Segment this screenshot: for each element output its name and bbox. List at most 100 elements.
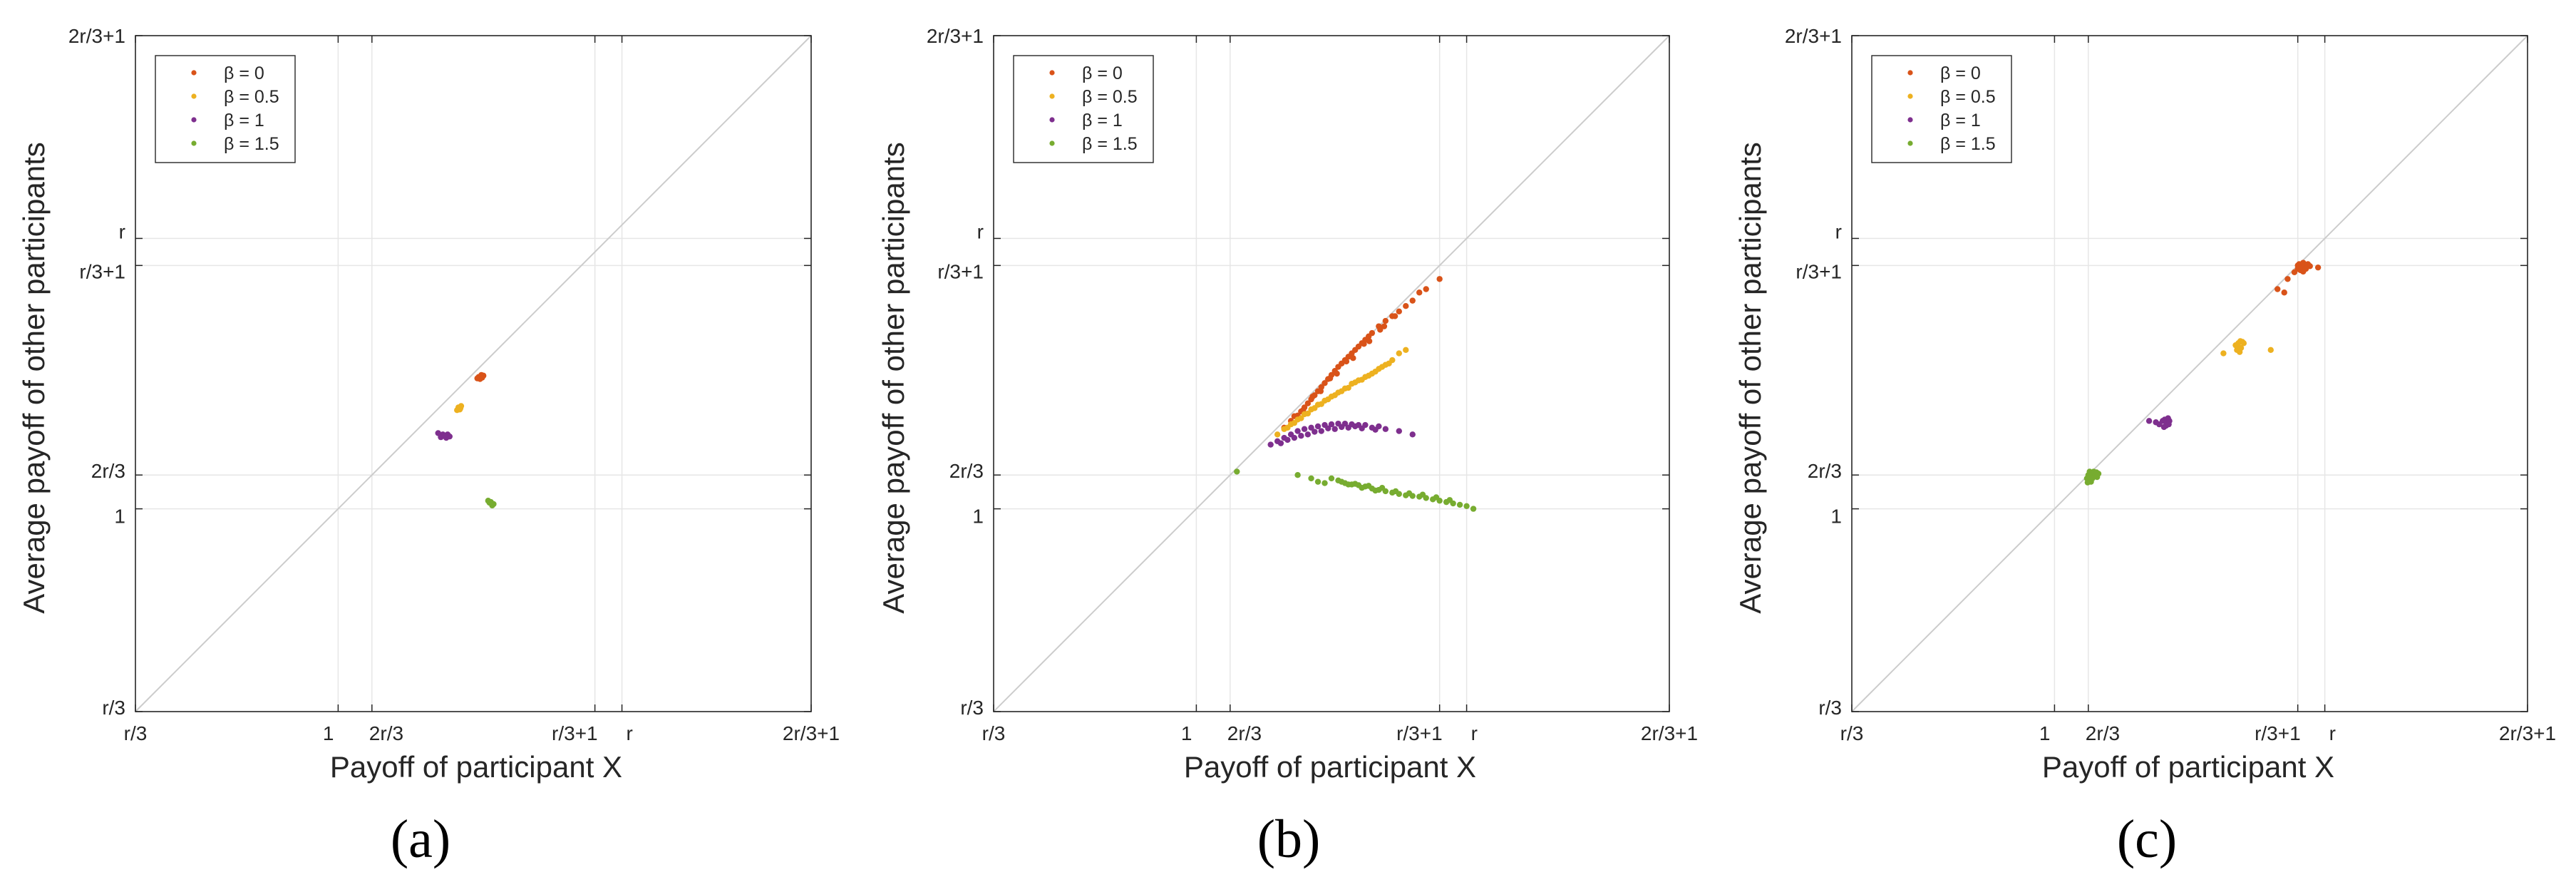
panel-b-xtick-label: 2r/3+1: [1641, 722, 1698, 744]
panel-a-label: (a): [391, 809, 450, 869]
panel-b-series-3-point: [1456, 501, 1463, 508]
panel-b-xtick-label: r: [1471, 722, 1478, 744]
panel-b-series-1-point: [1365, 372, 1372, 379]
panel-c-series-1-point: [2240, 340, 2247, 347]
panel-b-ytick-label: 1: [972, 506, 984, 528]
panel-c-series-1-point: [2232, 342, 2239, 349]
panel-c-series-0-point: [2274, 286, 2281, 292]
chart-panel-b: Average payoff of other participants Pay…: [877, 25, 1698, 869]
panel-c-diagonal-line: [1851, 35, 2528, 712]
panel-b-legend-marker: [1049, 93, 1055, 99]
panel-b-series-2-point: [1308, 424, 1314, 431]
panel-a-ytick-label: r: [119, 220, 125, 242]
panel-b-series-2-point: [1312, 429, 1318, 435]
panel-b-series-2-point: [1331, 426, 1338, 432]
panel-b-series-2-point: [1351, 423, 1359, 430]
panel-a-xtick-label: 1: [323, 722, 334, 744]
panel-b-series-2-point: [1277, 440, 1284, 446]
panel-c-axes-box: [1851, 35, 2528, 712]
panel-a-series-2-point: [446, 433, 453, 440]
panel-b-series-2-point: [1314, 423, 1322, 430]
panel-c-legend-marker: [1907, 93, 1913, 99]
panel-c-series-0-point: [2302, 265, 2309, 272]
panel-b-series-3-point: [1345, 481, 1351, 488]
panel-c-series-3-point: [2089, 475, 2096, 482]
panel-b-series-3-point: [1351, 481, 1359, 487]
panel-a-legend-entry: β = 0: [224, 63, 264, 83]
panel-c-series-0-point: [2314, 264, 2322, 271]
panel-a-series-0-point: [479, 374, 485, 381]
chart-panel-a: Average payoff of other participants Pay…: [17, 25, 840, 869]
panel-b-series-0-point: [1382, 317, 1389, 324]
panel-b-series-2-point: [1382, 426, 1389, 432]
panel-a-series-2-point: [441, 433, 448, 439]
panel-b-series-1-point: [1351, 379, 1359, 386]
panel-b-series-3-point: [1322, 480, 1328, 486]
panel-b-xtick-label: r/3: [982, 722, 1006, 744]
panel-a-xtick-label: 2r/3+1: [783, 722, 840, 744]
panel-b-legend-entry: β = 1.5: [1082, 134, 1138, 154]
panel-b-series-1-point: [1304, 410, 1312, 417]
panel-b-series-2-point: [1318, 428, 1324, 434]
panel-a-legend-entry: β = 1.5: [224, 134, 279, 154]
panel-b-series-2-point: [1291, 434, 1298, 441]
panel-b-series-0-point: [1369, 329, 1376, 337]
panel-b-series-0-point: [1391, 313, 1398, 319]
panel-b-series-0-point: [1381, 323, 1388, 329]
panel-b-series-3-point: [1234, 468, 1240, 475]
panel-b-series-0-point: [1361, 341, 1367, 347]
panel-b-series-3-point: [1328, 475, 1335, 482]
panel-b-series-2-point: [1409, 431, 1416, 438]
panel-b-xtick-label: 2r/3: [1227, 722, 1262, 744]
panel-b-series-3-point: [1463, 503, 1470, 510]
panel-b-series-0-point: [1343, 358, 1350, 365]
panel-a-ytick-label: 1: [114, 506, 125, 528]
panel-c-series-2-point: [2165, 421, 2172, 428]
panel-b-ylabel: Average payoff of other participants: [877, 142, 910, 614]
panel-a-legend-entry: β = 0.5: [224, 87, 279, 107]
panel-b-series-3-point: [1294, 472, 1301, 478]
panel-b-axes-box: [993, 35, 1670, 712]
panel-b-series-0-point: [1396, 308, 1403, 314]
panel-a-series-3-point: [486, 499, 493, 506]
panel-b-ytick-label: r/3+1: [937, 260, 984, 282]
panel-a-xtick-label: r: [627, 722, 633, 744]
panel-c-legend-marker: [1907, 117, 1913, 123]
panel-c-legend-entry: β = 0: [1940, 63, 1981, 83]
panel-b-series-1-point: [1372, 368, 1379, 375]
panel-b-series-1-point: [1396, 350, 1403, 357]
panel-b-series-0-point: [1366, 338, 1373, 344]
panel-b-series-0-point: [1416, 289, 1423, 296]
panel-b-legend-box: [1013, 55, 1154, 163]
panel-b-series-2-point: [1267, 441, 1274, 448]
panel-b-series-2-point: [1325, 425, 1331, 431]
panel-a-legend-box: [155, 55, 296, 163]
panel-b-series-3-point: [1470, 506, 1477, 512]
panel-b-series-2-point: [1301, 426, 1308, 432]
panel-b-legend-entry: β = 1: [1082, 111, 1123, 130]
panel-a-diagonal-line: [135, 35, 812, 712]
panel-b-series-1-point: [1318, 401, 1324, 407]
panel-b-series-2-point: [1372, 426, 1379, 433]
panel-b-series-0-point: [1403, 303, 1409, 309]
panel-b-series-0-point: [1322, 380, 1328, 386]
chart-panel-c: Average payoff of other participants Pay…: [1733, 25, 2556, 869]
panel-c-xtick-label: 2r/3+1: [2499, 722, 2556, 744]
panel-c-ytick-label: 2r/3+1: [1785, 25, 1842, 47]
panel-b-series-1-point: [1386, 360, 1392, 366]
panel-b-ytick-label: r: [977, 220, 984, 242]
panel-c-series-0-point: [2284, 276, 2291, 282]
panel-b-series-1-point: [1274, 431, 1281, 438]
panel-b-legend-marker: [1049, 117, 1055, 123]
panel-c-legend-entry: β = 1.5: [1940, 134, 1996, 154]
panel-b-series-2-point: [1284, 436, 1291, 444]
panel-b-ytick-label: r/3: [960, 697, 984, 719]
panel-b-series-3-point: [1419, 491, 1426, 498]
panel-a-ytick-label: r/3+1: [79, 260, 125, 282]
panel-a-legend-marker: [191, 70, 197, 76]
panel-c-ylabel: Average payoff of other participants: [1733, 142, 1767, 614]
panel-b-series-1-point: [1291, 420, 1298, 426]
panel-b-series-1-point: [1312, 405, 1318, 411]
panel-c-xtick-label: 1: [2039, 722, 2051, 744]
panel-b-series-1-point: [1345, 384, 1351, 391]
